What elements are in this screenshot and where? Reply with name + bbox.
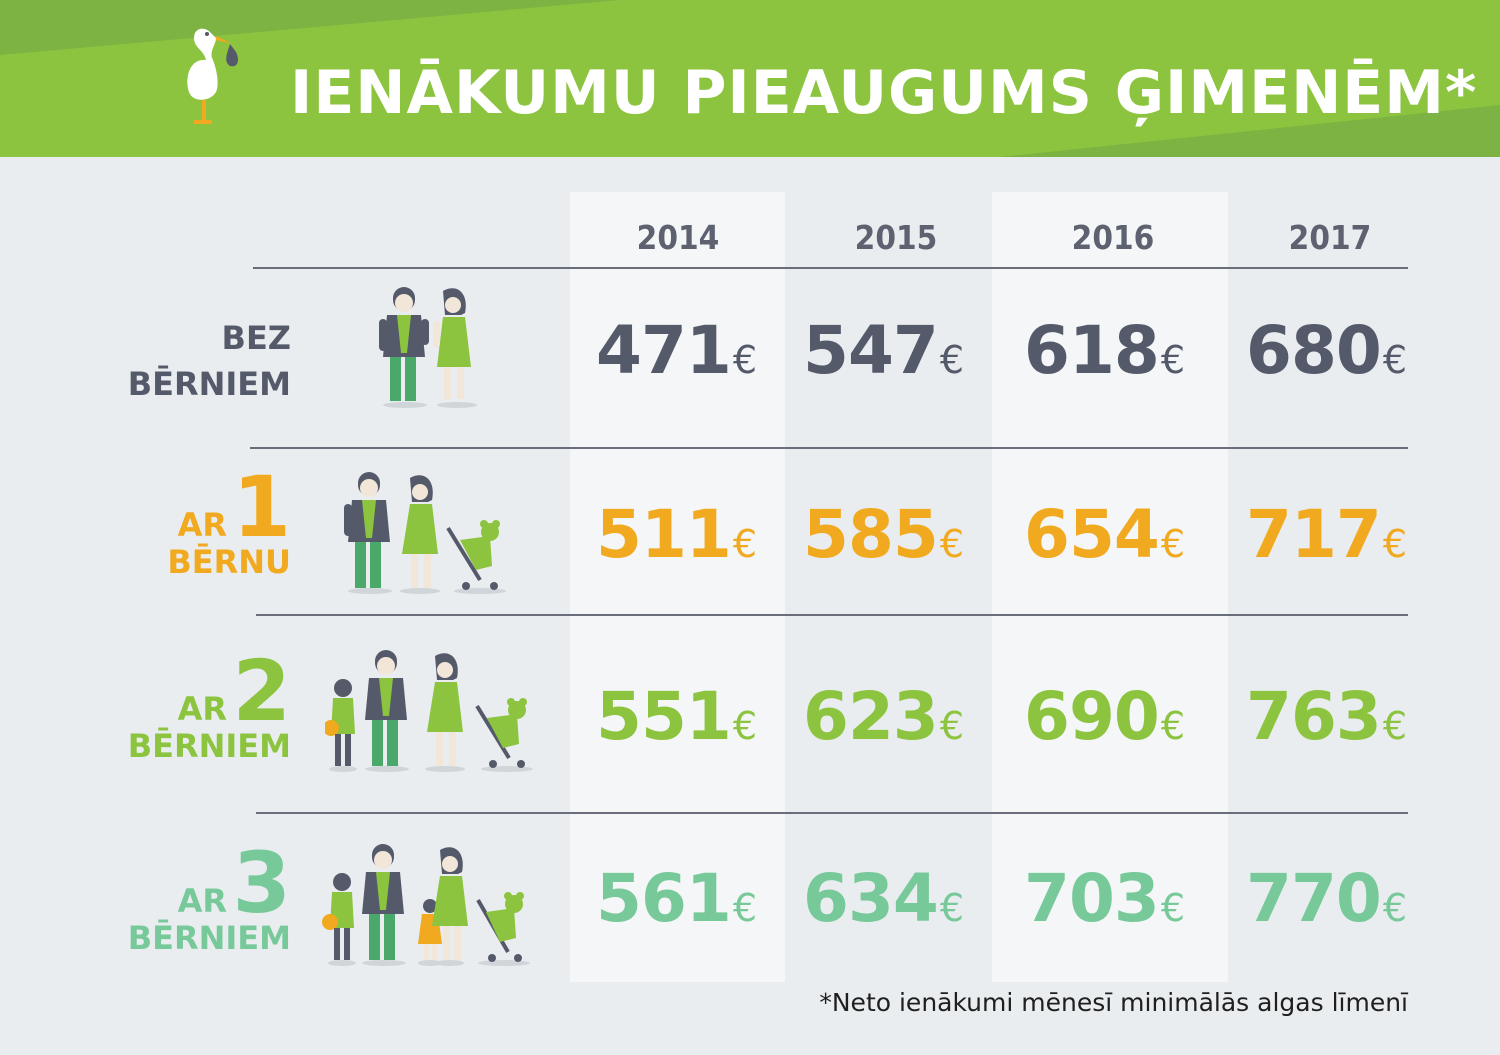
euro-sign: € [1160, 704, 1185, 748]
row-label-bottom: BĒRNIEM [127, 726, 291, 765]
euro-sign: € [1160, 338, 1185, 382]
row-label-top: AR [177, 690, 227, 728]
euro-sign: € [732, 886, 757, 930]
euro-sign: € [1160, 886, 1185, 930]
row-label-top: AR [177, 882, 227, 920]
value-number: 471 [596, 312, 732, 389]
row-label-bottom: BĒRNIEM [127, 365, 291, 403]
family-two-children-icon [325, 650, 533, 772]
row-label-no-children: BEZ BĒRNIEM [128, 322, 291, 400]
euro-sign: € [732, 704, 757, 748]
value-cell: 680€ [1192, 312, 1407, 389]
family-one-child-icon [344, 472, 506, 594]
value-number: 623 [803, 678, 939, 755]
value-number: 717 [1246, 496, 1382, 573]
value-cell: 634€ [749, 860, 964, 937]
value-number: 561 [596, 860, 732, 937]
value-cell: 623€ [749, 678, 964, 755]
value-cell: 618€ [970, 312, 1185, 389]
row-label-top: AR [177, 506, 227, 544]
value-cell: 717€ [1192, 496, 1407, 573]
page-title: IENĀKUMU PIEAUGUMS ĢIMENĒM* [290, 58, 1478, 128]
column-band-2014 [570, 192, 785, 982]
value-cell: 763€ [1192, 678, 1407, 755]
value-number: 511 [596, 496, 732, 573]
row-label-two-children: AR 2 BĒRNIEM [127, 649, 291, 765]
row-label-top: BEZ [221, 319, 291, 357]
row-label-number: 3 [232, 834, 291, 932]
value-cell: 511€ [542, 496, 757, 573]
footnote: *Neto ienākumi mēnesī minimālās algas lī… [819, 988, 1408, 1017]
row-rule-3 [256, 812, 1408, 814]
euro-sign: € [732, 338, 757, 382]
column-band-2016 [992, 192, 1228, 982]
value-cell: 585€ [749, 496, 964, 573]
header-banner [0, 0, 1500, 157]
value-cell: 561€ [542, 860, 757, 937]
row-label-bottom: BĒRNIEM [127, 918, 291, 957]
column-header-2014: 2014 [636, 218, 720, 257]
row-label-number: 2 [232, 642, 291, 740]
euro-sign: € [1382, 886, 1407, 930]
value-number: 763 [1246, 678, 1382, 755]
euro-sign: € [732, 522, 757, 566]
euro-sign: € [939, 338, 964, 382]
column-header-2017: 2017 [1288, 218, 1372, 257]
value-number: 690 [1024, 678, 1160, 755]
euro-sign: € [939, 886, 964, 930]
couple-icon [379, 287, 477, 408]
header-rule [253, 267, 1408, 269]
value-cell: 770€ [1192, 860, 1407, 937]
row-label-number: 1 [232, 458, 291, 556]
value-number: 703 [1024, 860, 1160, 937]
value-cell: 654€ [970, 496, 1185, 573]
value-number: 634 [803, 860, 939, 937]
value-cell: 547€ [749, 312, 964, 389]
value-number: 654 [1024, 496, 1160, 573]
value-cell: 551€ [542, 678, 757, 755]
euro-sign: € [1382, 522, 1407, 566]
family-three-children-icon [322, 844, 530, 966]
value-cell: 690€ [970, 678, 1185, 755]
value-number: 680 [1246, 312, 1382, 389]
column-header-2015: 2015 [854, 218, 938, 257]
row-label-bottom: BĒRNU [167, 542, 291, 581]
value-number: 770 [1246, 860, 1382, 937]
euro-sign: € [1160, 522, 1185, 566]
row-rule-1 [250, 447, 1408, 449]
value-number: 547 [803, 312, 939, 389]
value-cell: 471€ [542, 312, 757, 389]
euro-sign: € [939, 522, 964, 566]
row-label-one-child: AR 1 BĒRNU [167, 465, 291, 581]
row-rule-2 [256, 614, 1408, 616]
value-cell: 703€ [970, 860, 1185, 937]
euro-sign: € [939, 704, 964, 748]
value-number: 551 [596, 678, 732, 755]
value-number: 585 [803, 496, 939, 573]
euro-sign: € [1382, 704, 1407, 748]
value-number: 618 [1024, 312, 1160, 389]
stork-icon [187, 28, 238, 124]
row-label-three-children: AR 3 BĒRNIEM [127, 841, 291, 957]
euro-sign: € [1382, 338, 1407, 382]
column-header-2016: 2016 [1071, 218, 1155, 257]
